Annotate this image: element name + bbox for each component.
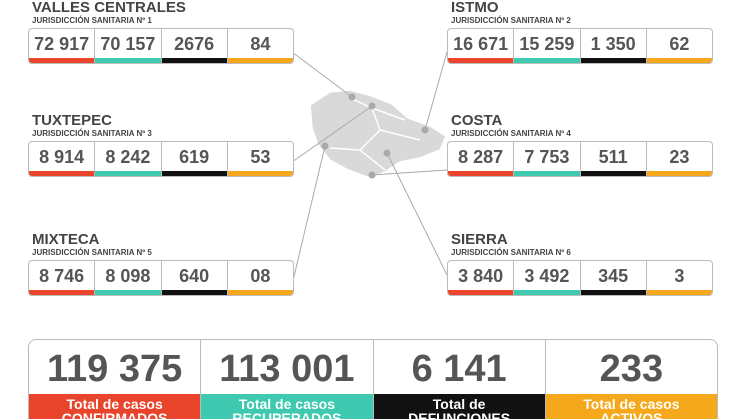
region-value: 84	[227, 29, 293, 63]
total-value: 6 141	[411, 348, 507, 390]
total-cell: 233 Total de casos ACTIVOS	[545, 340, 717, 419]
color-bar	[95, 290, 161, 295]
region-title: VALLES CENTRALES	[32, 0, 186, 16]
region-value: 2676	[161, 29, 228, 63]
total-label-line: Total de casos	[583, 396, 680, 412]
region-value: 08	[227, 261, 293, 295]
total-label-line: Total de	[432, 396, 486, 412]
total-label: Total de DEFUNCIONES	[373, 394, 545, 419]
region-value: 8 242	[95, 142, 162, 176]
region-value: 8 914	[29, 142, 96, 176]
total-value: 113 001	[219, 348, 355, 390]
total-label-line: CONFIRMADOS	[61, 410, 168, 419]
total-cell: 6 141 Total de DEFUNCIONES	[373, 340, 546, 419]
region-value: 62	[646, 29, 712, 63]
oaxaca-map	[309, 89, 447, 179]
color-bar	[646, 290, 712, 295]
total-label-line: ACTIVOS	[600, 410, 663, 419]
region-value: 15 259	[514, 29, 581, 63]
region-value: 3 840	[448, 261, 515, 295]
region-value: 3	[646, 261, 712, 295]
total-value: 233	[599, 348, 664, 390]
region-subtitle: JURISDICCIÓN SANITARIA Nº 3	[32, 129, 152, 138]
total-label-line: Total de casos	[238, 396, 335, 412]
total-label: Total de casos RECUPERADOS	[201, 394, 373, 419]
total-cell: 113 001 Total de casos RECUPERADOS	[201, 340, 374, 419]
region-value: 511	[580, 142, 647, 176]
total-label: Total de casos ACTIVOS	[545, 394, 717, 419]
color-bar	[29, 58, 95, 63]
region-title: COSTA	[451, 112, 503, 129]
connectors	[291, 51, 448, 286]
color-bar	[161, 290, 227, 295]
color-bar	[580, 290, 646, 295]
total-label-line: DEFUNCIONES	[408, 410, 511, 419]
region-box: 8 914 8 242 619 53	[28, 141, 294, 177]
region-value: 72 917	[29, 29, 96, 63]
total-label: Total de casos CONFIRMADOS	[29, 394, 201, 419]
color-bar	[646, 171, 712, 176]
color-bar	[448, 58, 514, 63]
region-value: 345	[580, 261, 647, 295]
region-subtitle: JURISDICCIÓN SANITARIA Nº 6	[451, 248, 571, 257]
region-subtitle: JURISDICCIÓN SANITARIA Nº 2	[451, 16, 571, 25]
map-borders	[329, 97, 421, 171]
region-title: SIERRA	[451, 231, 508, 248]
color-bar	[580, 171, 646, 176]
region-value: 3 492	[514, 261, 581, 295]
color-bar	[514, 290, 580, 295]
totals-box: 119 375 Total de casos CONFIRMADOS 113 001 T…	[28, 339, 718, 419]
region-value: 640	[161, 261, 228, 295]
color-bar	[448, 290, 514, 295]
region-value: 16 671	[448, 29, 515, 63]
color-bar	[161, 171, 227, 176]
region-value: 23	[646, 142, 712, 176]
region-value: 70 157	[95, 29, 162, 63]
color-bar	[448, 171, 514, 176]
color-bar	[514, 171, 580, 176]
color-bar	[227, 290, 293, 295]
region-value: 1 350	[580, 29, 647, 63]
color-bar	[95, 171, 161, 176]
region-title: ISTMO	[451, 0, 499, 16]
total-label-line: RECUPERADOS	[232, 410, 342, 419]
color-bar	[227, 58, 293, 63]
color-bar	[29, 171, 95, 176]
region-box: 16 671 15 259 1 350 62	[447, 28, 713, 64]
region-value: 8 746	[29, 261, 96, 295]
region-title: MIXTECA	[32, 231, 100, 248]
color-bar	[95, 58, 161, 63]
region-subtitle: JURISDICCIÓN SANITARIA Nº 5	[32, 248, 152, 257]
region-box: 72 917 70 157 2676 84	[28, 28, 294, 64]
region-value: 7 753	[514, 142, 581, 176]
color-bar	[227, 171, 293, 176]
region-box: 8 746 8 098 640 08	[28, 260, 294, 296]
color-bar	[29, 290, 95, 295]
color-bar	[580, 58, 646, 63]
color-bar	[161, 58, 227, 63]
region-box: 3 840 3 492 345 3	[447, 260, 713, 296]
total-value: 119 375	[46, 348, 183, 390]
region-value: 8 098	[95, 261, 162, 295]
region-value: 8 287	[448, 142, 515, 176]
region-subtitle: JURISDICCIÓN SANITARIA Nº 1	[32, 16, 152, 25]
total-cell: 119 375 Total de casos CONFIRMADOS	[29, 340, 202, 419]
total-label-line: Total de casos	[66, 396, 163, 412]
color-bar	[646, 58, 712, 63]
region-title: TUXTEPEC	[32, 112, 113, 129]
color-bar	[514, 58, 580, 63]
region-value: 619	[161, 142, 228, 176]
region-box: 8 287 7 753 511 23	[447, 141, 713, 177]
region-value: 53	[227, 142, 293, 176]
region-subtitle: JURISDICCIÓN SANITARIA Nº 4	[451, 129, 571, 138]
